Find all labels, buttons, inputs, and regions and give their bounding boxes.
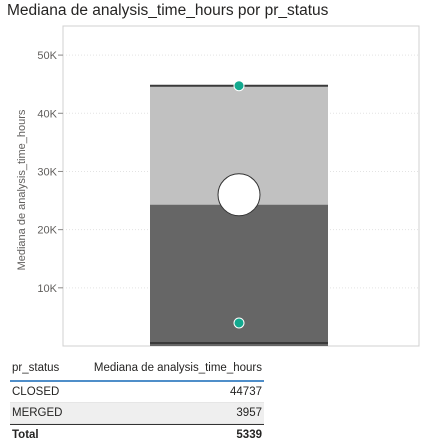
cell-status: CLOSED [12,386,60,398]
y-tick-label: 10K [37,283,57,295]
table-header: pr_status Mediana de analysis_time_hours [10,356,264,382]
y-axis-title: Mediana de analysis_time_hours [16,109,28,270]
y-tick-label: 50K [37,50,57,62]
cell-status: MERGED [12,407,63,419]
table-total-row: Total 5339 [10,424,264,445]
column-header-pr-status[interactable]: pr_status [12,362,60,374]
table-row[interactable]: MERGED 3957 [10,403,264,424]
data-point-merged [233,317,245,329]
data-table: pr_status Mediana de analysis_time_hours… [10,356,264,445]
y-tick-label: 30K [37,166,57,178]
box-chart: 10K 20K 30K 40K 50K Mediana de analysis_time… [16,25,420,347]
y-tick-label: 20K [37,225,57,237]
y-tick-label: 40K [37,108,57,120]
data-point-closed [233,80,245,92]
total-value: 5339 [236,429,262,441]
cell-value: 44737 [230,386,262,398]
total-label: Total [12,429,39,441]
visual-title: Mediana de analysis_time_hours por pr_st… [7,2,329,19]
median-marker [217,173,261,217]
table-row[interactable]: CLOSED 44737 [10,382,264,403]
column-header-median[interactable]: Mediana de analysis_time_hours [93,362,262,374]
cell-value: 3957 [236,407,262,419]
